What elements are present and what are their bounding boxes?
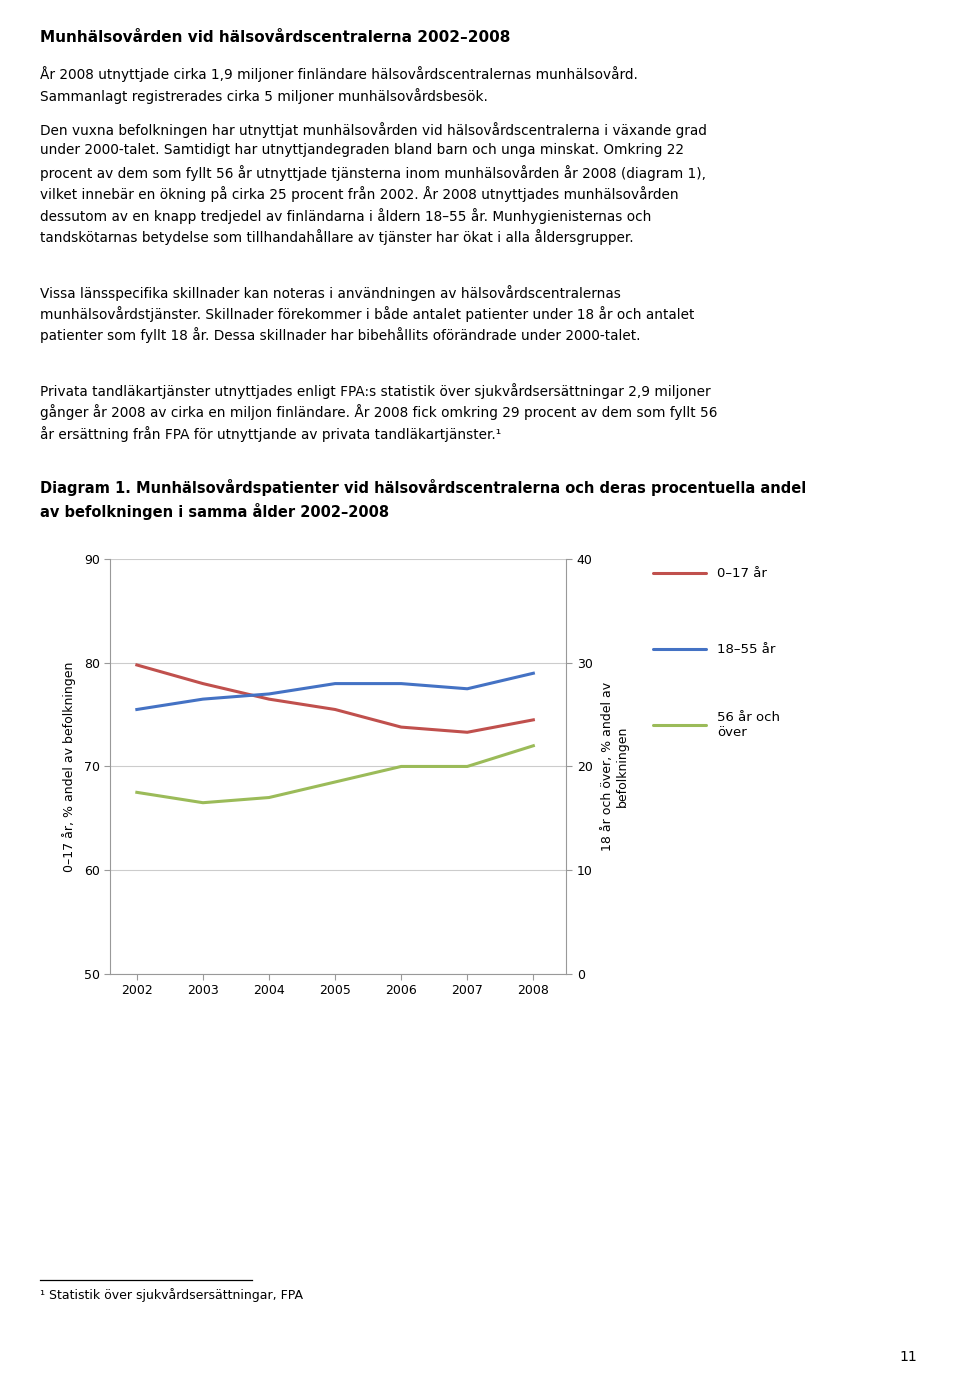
Text: tandskötarnas betydelse som tillhandahållare av tjänster har ökat i alla åldersg: tandskötarnas betydelse som tillhandahål… — [40, 229, 634, 244]
Text: År 2008 utnyttjade cirka 1,9 miljoner finländare hälsovårdscentralernas munhälso: År 2008 utnyttjade cirka 1,9 miljoner fi… — [40, 66, 638, 83]
Text: patienter som fyllt 18 år. Dessa skillnader har bibehållits oförändrade under 20: patienter som fyllt 18 år. Dessa skillna… — [40, 327, 641, 344]
Text: vilket innebär en ökning på cirka 25 procent från 2002. År 2008 utnyttjades munh: vilket innebär en ökning på cirka 25 pro… — [40, 186, 679, 202]
Text: ¹ Statistik över sjukvårdsersättningar, FPA: ¹ Statistik över sjukvårdsersättningar, … — [40, 1288, 303, 1302]
Y-axis label: 0–17 år, % andel av befolkningen: 0–17 år, % andel av befolkningen — [61, 661, 76, 871]
Text: Den vuxna befolkningen har utnyttjat munhälsovården vid hälsovårdscentralerna i : Den vuxna befolkningen har utnyttjat mun… — [40, 122, 708, 138]
Text: dessutom av en knapp tredjedel av finländarna i åldern 18–55 år. Munhygienistern: dessutom av en knapp tredjedel av finlän… — [40, 207, 652, 224]
Y-axis label: 18 år och över, % andel av
befolkningen: 18 år och över, % andel av befolkningen — [601, 682, 629, 851]
Text: 18–55 år: 18–55 år — [717, 642, 776, 656]
Text: 56 år och
över: 56 år och över — [717, 711, 780, 739]
Text: 0–17 år: 0–17 år — [717, 566, 767, 580]
Text: 11: 11 — [900, 1351, 917, 1364]
Text: procent av dem som fyllt 56 år utnyttjade tjänsterna inom munhälsovården år 2008: procent av dem som fyllt 56 år utnyttjad… — [40, 164, 707, 181]
Text: under 2000-talet. Samtidigt har utnyttjandegraden bland barn och unga minskat. O: under 2000-talet. Samtidigt har utnyttja… — [40, 144, 684, 157]
Text: munhälsovårdstjänster. Skillnader förekommer i både antalet patienter under 18 å: munhälsovårdstjänster. Skillnader föreko… — [40, 307, 695, 322]
Text: Diagram 1. Munhälsovårdspatienter vid hälsovårdscentralerna och deras procentuel: Diagram 1. Munhälsovårdspatienter vid hä… — [40, 479, 806, 496]
Text: av befolkningen i samma ålder 2002–2008: av befolkningen i samma ålder 2002–2008 — [40, 503, 390, 521]
Text: Vissa länsspecifika skillnader kan noteras i användningen av hälsovårdscentraler: Vissa länsspecifika skillnader kan noter… — [40, 284, 621, 301]
Text: år ersättning från FPA för utnyttjande av privata tandläkartjänster.¹: år ersättning från FPA för utnyttjande a… — [40, 425, 501, 442]
Text: Sammanlagt registrerades cirka 5 miljoner munhälsovårdsbesök.: Sammanlagt registrerades cirka 5 miljone… — [40, 88, 489, 104]
Text: Munhälsovården vid hälsovårdscentralerna 2002–2008: Munhälsovården vid hälsovårdscentralerna… — [40, 30, 511, 46]
Text: Privata tandläkartjänster utnyttjades enligt FPA:s statistik över sjukvårdsersät: Privata tandläkartjänster utnyttjades en… — [40, 383, 711, 399]
Text: gånger år 2008 av cirka en miljon finländare. År 2008 fick omkring 29 procent av: gånger år 2008 av cirka en miljon finlän… — [40, 405, 718, 420]
